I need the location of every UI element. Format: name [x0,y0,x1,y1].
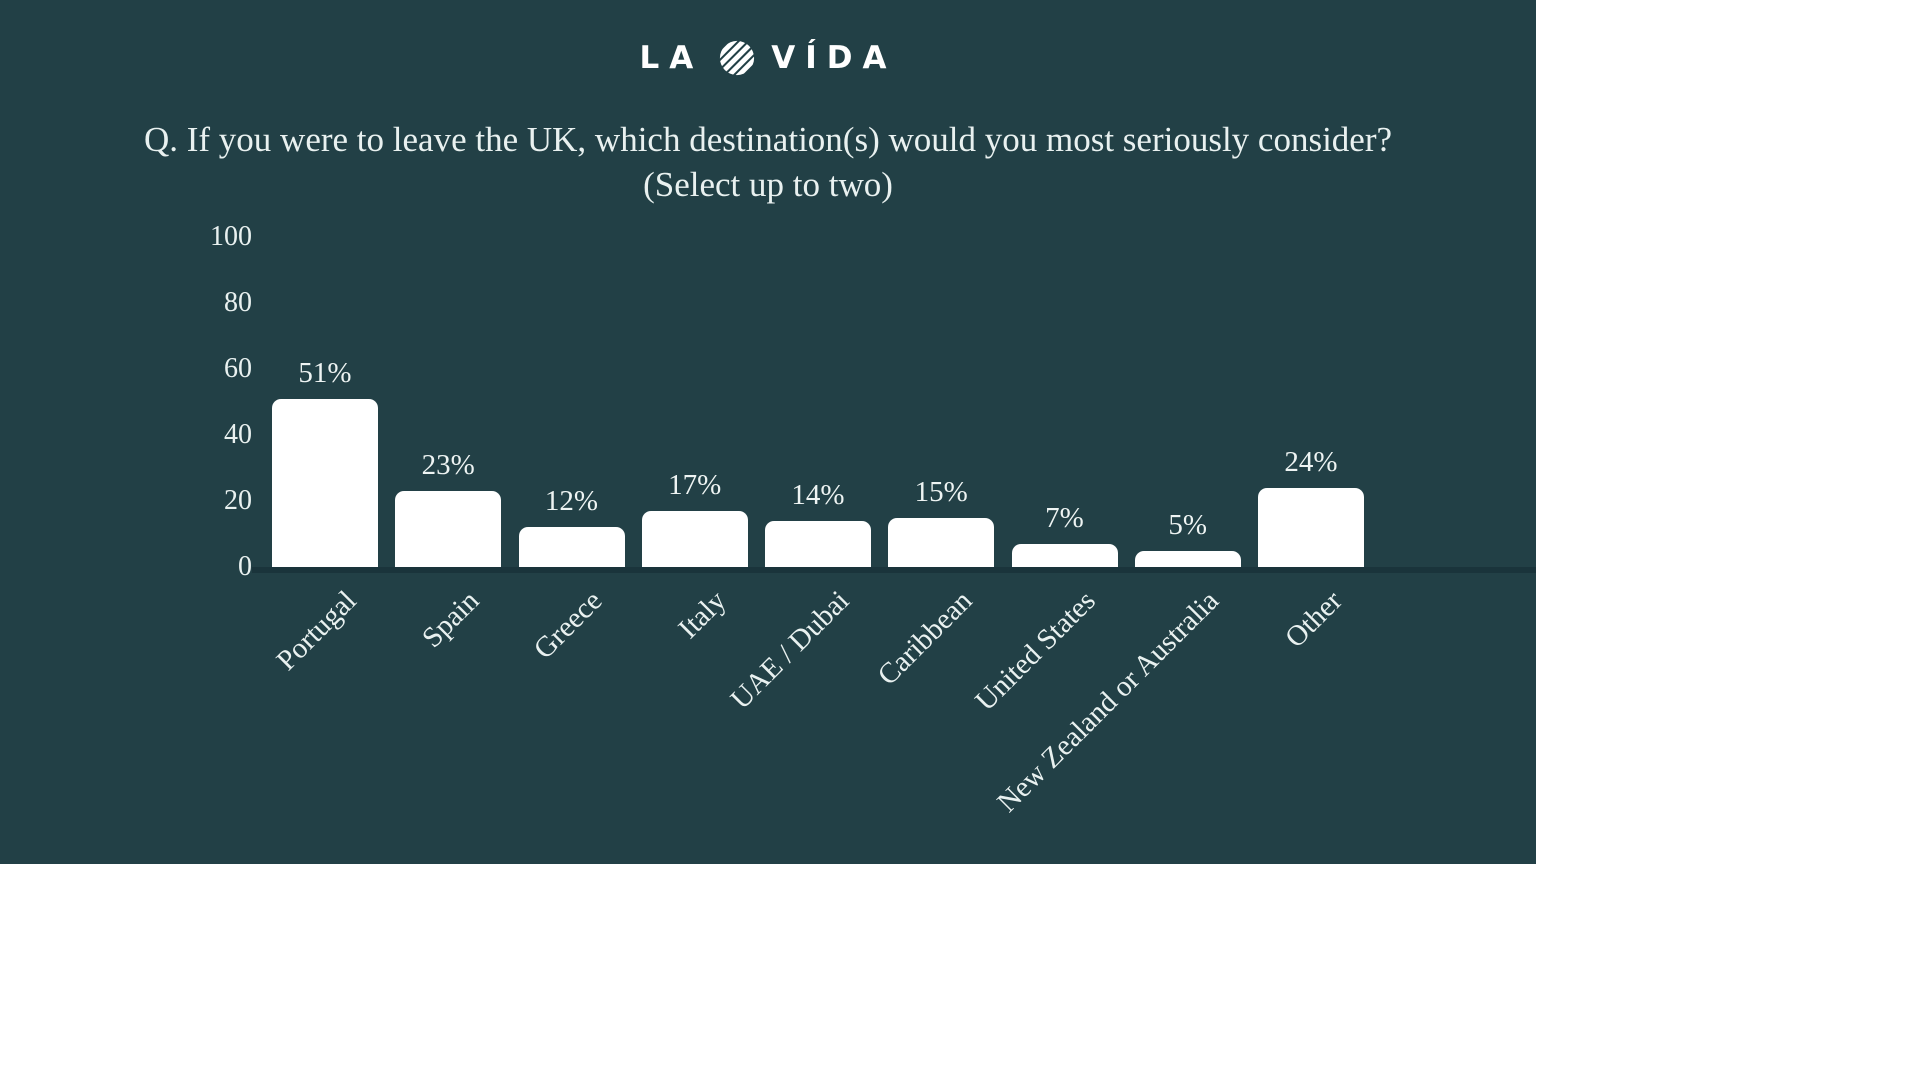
bar-new-zealand-or-australia [1134,550,1241,567]
bar-value-label: 15% [914,475,968,508]
x-axis-line [252,567,1536,573]
slide-panel: LA VÍDA Q. If you were to leave the UK, … [0,0,1536,864]
bar-italy [641,510,748,567]
bar-other [1258,487,1364,567]
bar-value-label: 23% [421,449,475,482]
la-vida-logo: LA VÍDA [0,40,1536,76]
bar-value-label: 24% [1284,445,1338,478]
bar-portugal [272,398,378,567]
striped-globe-icon [719,40,756,76]
bar-chart: 0 20 40 60 80 100 51% Portugal 23% Spain 12% Greece… [210,221,1536,819]
y-axis-tick-label: 20 [224,485,252,516]
bar-value-label: 51% [298,356,352,389]
chart-title-line2: (Select up to two) [643,165,893,204]
logo-text-vida: VÍDA [771,40,897,76]
chart-title-line1: Q. If you were to leave the UK, which de… [143,120,1393,159]
bar-spain [395,491,502,567]
y-axis-tick-label: 80 [224,287,252,318]
bar-united-states [1011,543,1118,567]
y-axis-tick-label: 40 [224,419,252,450]
bar-value-label: 17% [668,468,722,501]
y-axis-tick-label: 100 [210,221,252,252]
bar-caribbean [888,517,995,567]
chart-title: Q. If you were to leave the UK, which de… [0,117,1536,207]
logo-text-la: LA [639,40,704,76]
bar-value-label: 12% [544,485,599,518]
bar-greece [518,527,625,567]
bar-uae-dubai [765,520,871,567]
y-axis-tick-label: 0 [238,551,252,582]
bar-value-label: 5% [1168,508,1208,541]
bar-value-label: 14% [791,478,845,511]
y-axis-tick-label: 60 [224,353,252,384]
bar-value-label: 7% [1045,501,1084,534]
